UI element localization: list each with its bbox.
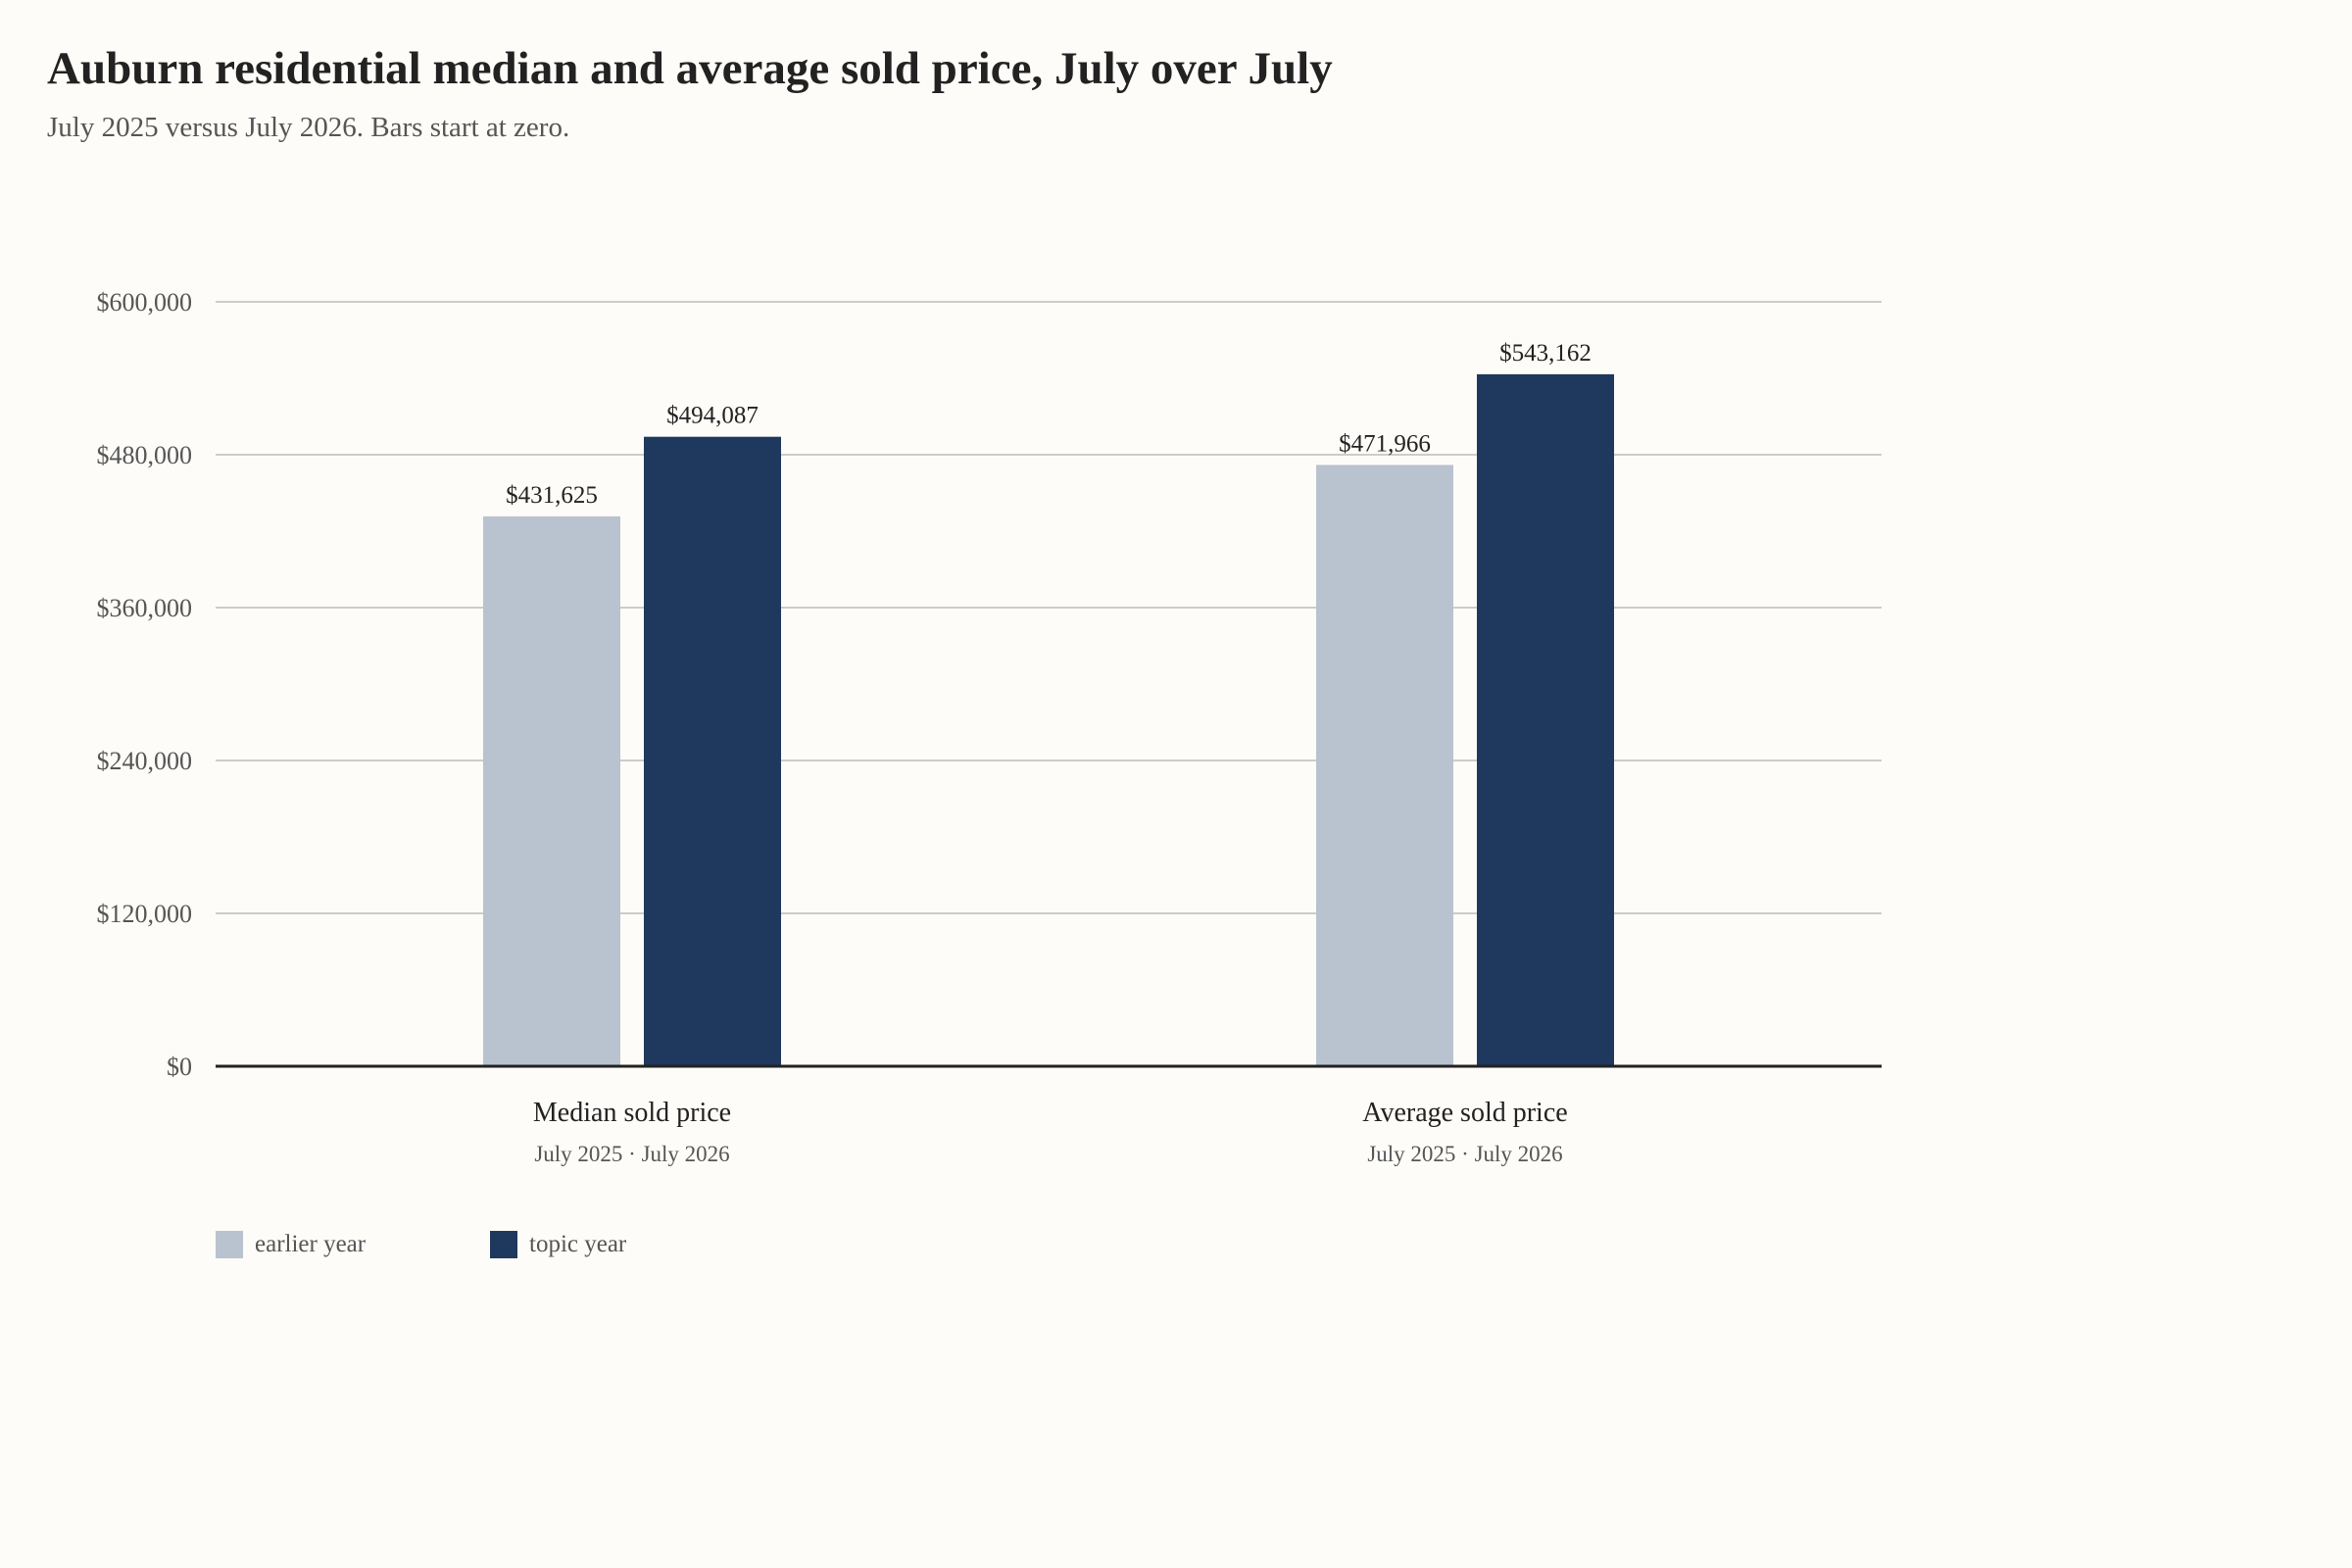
bar-value-label: $471,966 xyxy=(1339,430,1431,457)
legend-label-topic-year: topic year xyxy=(529,1231,627,1257)
bar-value-label: $543,162 xyxy=(1499,340,1592,367)
legend-label-earlier-year: earlier year xyxy=(255,1231,367,1257)
bar xyxy=(644,436,781,1066)
category-sublabel: July 2025 · July 2026 xyxy=(1367,1142,1562,1166)
legend-swatch-earlier-year xyxy=(216,1231,243,1258)
chart-legend: earlier year topic year xyxy=(216,1231,626,1258)
y-tick-label: $480,000 xyxy=(97,441,193,469)
chart-subtitle: July 2025 versus July 2026. Bars start a… xyxy=(47,112,570,143)
bar-value-label: $494,087 xyxy=(666,403,759,429)
legend-item-earlier-year: earlier year xyxy=(216,1231,490,1258)
legend-item-topic-year: topic year xyxy=(490,1231,626,1258)
legend-swatch-topic-year xyxy=(490,1231,517,1258)
category-sublabel: July 2025 · July 2026 xyxy=(534,1142,729,1166)
bar xyxy=(1316,465,1453,1066)
y-tick-label: $0 xyxy=(167,1053,192,1081)
bar-value-label: $431,625 xyxy=(506,482,598,509)
y-tick-label: $120,000 xyxy=(97,900,193,928)
bar xyxy=(1477,373,1614,1066)
y-tick-label: $240,000 xyxy=(97,747,193,775)
category-label: Average sold price xyxy=(1362,1098,1567,1128)
y-tick-label: $600,000 xyxy=(97,288,193,317)
bar xyxy=(483,515,620,1066)
category-label: Median sold price xyxy=(533,1098,731,1128)
chart-title: Auburn residential median and average so… xyxy=(47,43,1333,94)
y-tick-label: $360,000 xyxy=(97,594,193,622)
